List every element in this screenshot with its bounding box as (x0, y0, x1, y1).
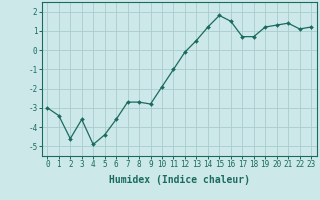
X-axis label: Humidex (Indice chaleur): Humidex (Indice chaleur) (109, 175, 250, 185)
